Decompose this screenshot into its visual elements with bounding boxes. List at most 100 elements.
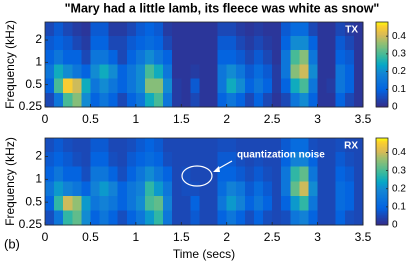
heatmap-cell [99, 180, 109, 196]
heatmap-cell [154, 22, 164, 36]
heatmap-cell [290, 64, 300, 79]
heatmap-cell [208, 138, 218, 153]
heatmap-cell [335, 78, 346, 93]
heatmap-cell [299, 92, 309, 108]
heatmap-cell [81, 78, 91, 93]
heatmap-cell [54, 195, 64, 211]
heatmap-cell [263, 35, 273, 51]
colorbar-segment [376, 197, 388, 200]
colorbar-tick-label: 0.4 [392, 31, 406, 42]
heatmap-cell [154, 78, 164, 93]
colorbar-tick-label: 0.4 [392, 147, 406, 158]
heatmap-cell [190, 22, 200, 36]
heatmap-cell [335, 166, 346, 182]
x-axis-label: Time (secs) [173, 247, 235, 261]
heatmap-cell [126, 138, 137, 153]
heatmap-cell [253, 151, 264, 167]
heatmap-cell [99, 22, 109, 36]
heatmap-cell [45, 210, 55, 226]
colorbar-segment [376, 30, 388, 33]
y-tick-label: 0.25 [19, 217, 43, 231]
colorbar-segment [376, 47, 388, 50]
heatmap-cell [81, 195, 91, 211]
heatmap-cell [117, 49, 128, 65]
heatmap-cell [108, 35, 118, 51]
heatmap-cell [290, 35, 300, 51]
heatmap-cell [90, 35, 100, 51]
heatmap-cell [244, 195, 255, 211]
heatmap-cell [45, 49, 55, 65]
heatmap-cell [290, 180, 300, 196]
colorbar-frame [375, 21, 389, 108]
annotation-text: quantization noise [237, 150, 325, 161]
heatmap-cell [226, 22, 237, 36]
heatmap-cell [299, 22, 309, 36]
colorbar-segment [376, 165, 388, 168]
heatmap-cell [244, 138, 255, 153]
heatmap-cell [263, 195, 273, 211]
heatmap-cell [326, 35, 337, 51]
heatmap-cell [299, 195, 309, 211]
heatmap-cell [144, 78, 155, 93]
chart-title: "Mary had a little lamb, its fleece was … [65, 1, 380, 15]
heatmap-cell [126, 210, 137, 226]
heatmap-cell [217, 210, 228, 226]
heatmap-cell [135, 138, 146, 153]
colorbar-segment [376, 84, 388, 87]
colorbar-segment [376, 148, 388, 150]
heatmap-cell [54, 151, 64, 167]
heatmap-cell [126, 180, 137, 196]
heatmap-cell [208, 22, 218, 36]
heatmap-cell [199, 92, 209, 108]
heatmap-cell [281, 195, 291, 211]
heatmap-cell [154, 180, 164, 196]
heatmap-cell [108, 92, 118, 108]
heatmap-cell [326, 78, 337, 93]
heatmap-cell [226, 64, 237, 79]
heatmap-cell [326, 180, 337, 196]
heatmap-cell [72, 35, 82, 51]
heatmap-cell [181, 166, 191, 182]
heatmap-cell [135, 78, 146, 93]
heatmap-cell [144, 22, 155, 36]
heatmap-cell [208, 49, 218, 65]
heatmap-cell [144, 35, 155, 51]
heatmap-cell [172, 92, 182, 108]
colorbar-segment [376, 54, 388, 57]
colorbar-segment [376, 190, 388, 192]
colorbar-segment [376, 56, 388, 58]
heatmap-cell [217, 151, 228, 167]
heatmap-cell [244, 151, 255, 167]
heatmap-cell [172, 151, 182, 167]
heatmap-cell [90, 49, 100, 65]
heatmap-cell [235, 180, 246, 196]
heatmap-cell [235, 166, 246, 182]
heatmap-cell [190, 35, 200, 51]
heatmap-cell [353, 210, 364, 226]
heatmap-cell [72, 166, 82, 182]
colorbar-segment [376, 159, 388, 162]
heatmap-cell [263, 49, 273, 65]
colorbar-segment [376, 140, 388, 143]
y-tick-label: 1 [35, 171, 42, 185]
heatmap-cell [181, 180, 191, 196]
heatmap-cell [263, 64, 273, 79]
colorbar-segment [376, 23, 388, 26]
heatmap-cell [81, 138, 91, 153]
colorbar-segment [376, 94, 388, 96]
heatmap-cell [326, 138, 337, 153]
colorbar-segment [376, 101, 388, 104]
heatmap-cell [263, 138, 273, 153]
heatmap-cell [299, 35, 309, 51]
plot-frame [44, 137, 364, 226]
heatmap-cell [163, 49, 173, 65]
heatmap-cell [235, 22, 246, 36]
heatmap-cell [226, 92, 237, 108]
colorbar-segment [376, 156, 388, 159]
heatmap-cell [235, 151, 246, 167]
heatmap-cell [326, 166, 337, 182]
heatmap-cell [99, 92, 109, 108]
colorbar-segment [376, 146, 388, 149]
colorbar-segment [376, 57, 388, 60]
colorbar-segment [376, 220, 388, 223]
